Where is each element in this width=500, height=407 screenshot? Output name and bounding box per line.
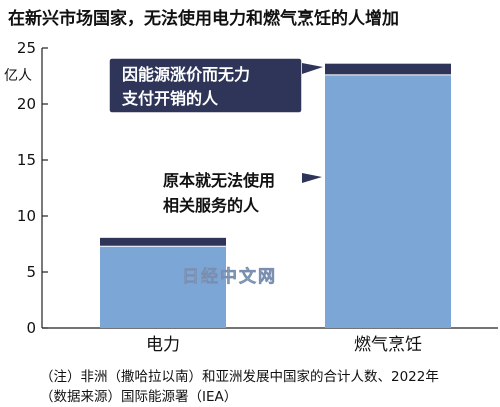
- y-tick-label: 10: [17, 207, 36, 225]
- footnote-note: （注）非洲（撒哈拉以南）和亚洲发展中国家的合计人数、2022年: [40, 369, 439, 385]
- y-tick-label: 20: [17, 95, 36, 113]
- y-tick-label: 15: [17, 151, 36, 169]
- label-background: [158, 165, 306, 218]
- y-tick-label: 0: [26, 319, 36, 337]
- footnote-source: （数据来源）国际能源署（IEA）: [40, 389, 238, 405]
- y-axis-unit: 亿人: [4, 68, 32, 84]
- callout-text-line1: 因能源涨价而无力: [122, 65, 250, 84]
- x-category-label: 电力: [146, 335, 180, 355]
- y-tick-label: 25: [17, 39, 36, 57]
- label-arrow: [302, 173, 322, 183]
- callout-arrow: [302, 63, 323, 74]
- y-tick-label: 5: [26, 263, 36, 281]
- bar-segment-increase: [325, 63, 451, 75]
- bar-segment-increase: [100, 237, 226, 247]
- callout-text-line2: 支付开销的人: [121, 89, 219, 108]
- arrow-label-line1: 原本就无法使用: [163, 171, 275, 190]
- bar-segment-base: [325, 74, 451, 328]
- chart-title: 在新兴市场国家，无法使用电力和燃气烹饪的人增加: [8, 9, 399, 29]
- callout-box: [108, 57, 303, 114]
- bar-segment-base: [100, 246, 226, 328]
- x-category-label: 燃气烹饪: [354, 334, 422, 355]
- watermark: 日经中文网: [182, 267, 277, 288]
- arrow-label-line2: 相关服务的人: [163, 196, 260, 215]
